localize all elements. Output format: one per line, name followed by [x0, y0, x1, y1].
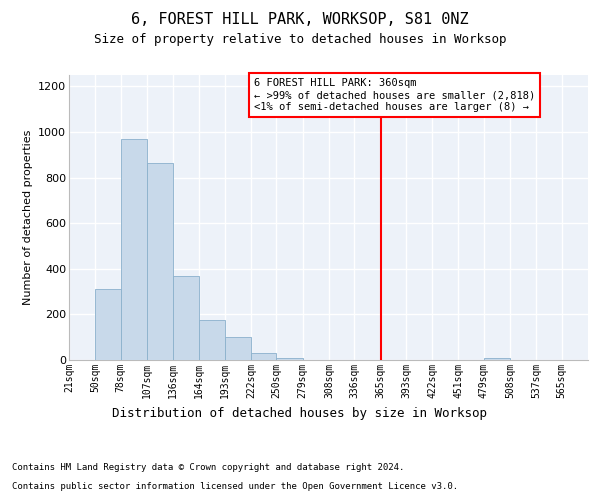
Bar	[121, 139, 147, 360]
Text: Contains public sector information licensed under the Open Government Licence v3: Contains public sector information licen…	[12, 482, 458, 491]
Text: 6, FOREST HILL PARK, WORKSOP, S81 0NZ: 6, FOREST HILL PARK, WORKSOP, S81 0NZ	[131, 12, 469, 28]
Bar	[225, 337, 251, 360]
Bar	[147, 163, 173, 360]
Bar	[95, 290, 121, 360]
Text: Size of property relative to detached houses in Worksop: Size of property relative to detached ho…	[94, 32, 506, 46]
Text: Contains HM Land Registry data © Crown copyright and database right 2024.: Contains HM Land Registry data © Crown c…	[12, 464, 404, 472]
Bar	[277, 358, 302, 360]
Bar	[173, 276, 199, 360]
Y-axis label: Number of detached properties: Number of detached properties	[23, 130, 32, 305]
Bar	[484, 358, 510, 360]
Text: Distribution of detached houses by size in Worksop: Distribution of detached houses by size …	[113, 408, 487, 420]
Bar	[251, 353, 277, 360]
Bar	[199, 320, 225, 360]
Text: 6 FOREST HILL PARK: 360sqm
← >99% of detached houses are smaller (2,818)
<1% of : 6 FOREST HILL PARK: 360sqm ← >99% of det…	[254, 78, 535, 112]
